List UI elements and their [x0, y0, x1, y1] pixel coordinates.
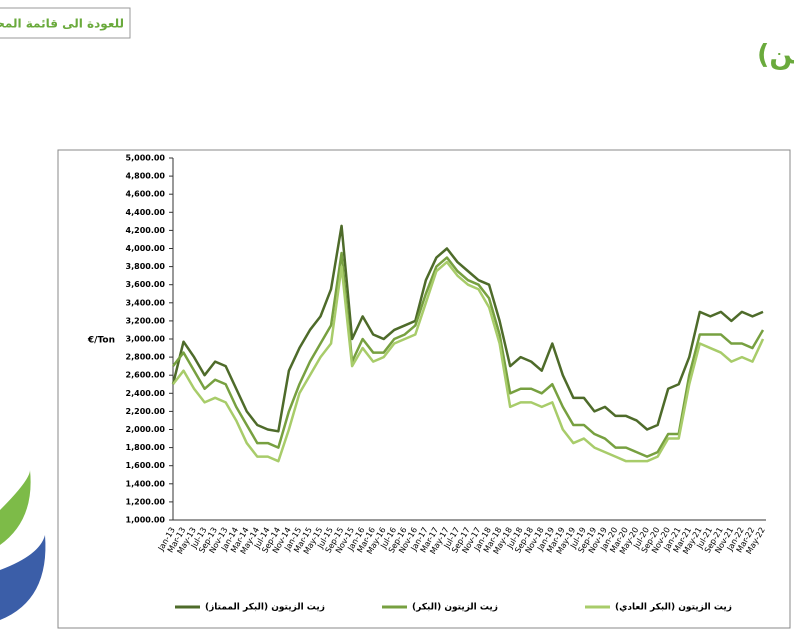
legend-label: زيت الزيتون (البكر العادي): [615, 603, 732, 613]
y-tick-label: 1,200.00: [126, 497, 166, 506]
y-tick-label: 2,800.00: [126, 353, 166, 362]
y-tick-label: 1,600.00: [126, 461, 166, 470]
y-tick-label: 4,000.00: [126, 244, 166, 253]
y-tick-label: 4,200.00: [126, 226, 166, 235]
logo-leaf: [0, 535, 46, 620]
legend-label: زيت الزيتون (البكر): [412, 603, 498, 613]
y-tick-label: 4,800.00: [126, 172, 166, 181]
back-button[interactable]: للعودة الى قائمة المحتو: [0, 17, 124, 32]
y-tick-label: 2,600.00: [126, 371, 166, 380]
y-tick-label: 1,800.00: [126, 443, 166, 452]
y-tick-label: 3,000.00: [126, 335, 166, 344]
series-line: [172, 251, 765, 458]
back-button-box[interactable]: [0, 7, 131, 39]
y-axis-label: €/Ton: [87, 336, 115, 346]
y-tick-label: 4,600.00: [126, 190, 166, 199]
chart-title: اتجاه اسعارزيت الزيتون العالمية (يورو/ ط…: [757, 40, 794, 71]
y-tick-label: 2,000.00: [126, 425, 166, 434]
y-tick-label: 4,400.00: [126, 208, 166, 217]
series-line: [171, 224, 764, 433]
y-tick-label: 3,200.00: [126, 316, 166, 325]
chart-frame: [57, 149, 791, 629]
y-tick-label: 2,200.00: [126, 407, 166, 416]
y-tick-label: 2,400.00: [126, 389, 166, 398]
y-tick-label: 3,800.00: [126, 262, 166, 271]
y-tick-label: 3,400.00: [126, 298, 166, 307]
legend-label: زيت الزيتون (البكر الممتاز): [205, 603, 325, 613]
y-tick-label: 5,000.00: [126, 154, 166, 163]
y-tick-label: 1,000.00: [126, 516, 166, 525]
y-tick-label: 1,400.00: [126, 479, 166, 488]
series-line: [172, 260, 765, 463]
y-tick-label: 3,600.00: [126, 280, 166, 289]
logo-leaf: [0, 470, 31, 545]
